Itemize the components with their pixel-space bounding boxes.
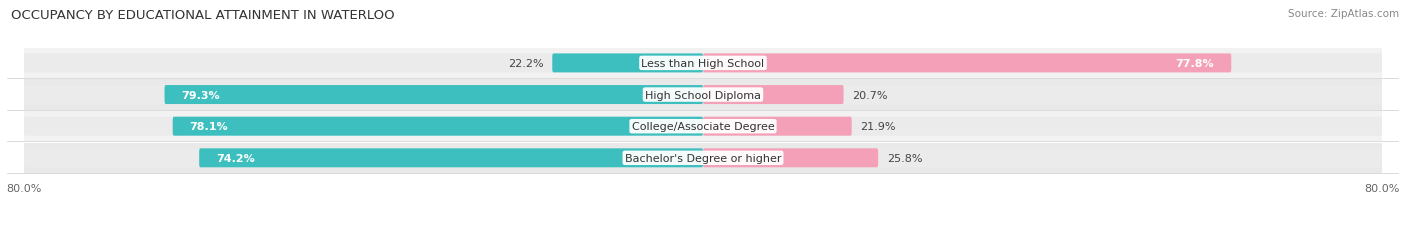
FancyBboxPatch shape [703,117,852,136]
FancyBboxPatch shape [165,86,703,105]
FancyBboxPatch shape [703,149,879,167]
Text: 78.1%: 78.1% [190,122,228,132]
Text: 74.2%: 74.2% [217,153,254,163]
FancyBboxPatch shape [703,54,1232,73]
Legend: Owner-occupied, Renter-occupied: Owner-occupied, Renter-occupied [585,228,821,231]
Text: 79.3%: 79.3% [181,90,221,100]
FancyBboxPatch shape [24,86,1382,105]
FancyBboxPatch shape [24,80,1382,110]
FancyBboxPatch shape [24,112,1382,142]
Text: OCCUPANCY BY EDUCATIONAL ATTAINMENT IN WATERLOO: OCCUPANCY BY EDUCATIONAL ATTAINMENT IN W… [11,9,395,22]
Text: 77.8%: 77.8% [1175,59,1215,69]
Text: Less than High School: Less than High School [641,59,765,69]
Text: 22.2%: 22.2% [508,59,544,69]
FancyBboxPatch shape [24,149,1382,167]
FancyBboxPatch shape [24,49,1382,79]
Text: High School Diploma: High School Diploma [645,90,761,100]
FancyBboxPatch shape [200,149,703,167]
Text: Source: ZipAtlas.com: Source: ZipAtlas.com [1288,9,1399,19]
Text: 21.9%: 21.9% [860,122,896,132]
FancyBboxPatch shape [24,117,1382,136]
Text: Bachelor's Degree or higher: Bachelor's Degree or higher [624,153,782,163]
FancyBboxPatch shape [553,54,703,73]
Text: 20.7%: 20.7% [852,90,887,100]
Text: 25.8%: 25.8% [887,153,922,163]
FancyBboxPatch shape [703,86,844,105]
FancyBboxPatch shape [24,54,1382,73]
Text: College/Associate Degree: College/Associate Degree [631,122,775,132]
FancyBboxPatch shape [173,117,703,136]
FancyBboxPatch shape [24,143,1382,173]
